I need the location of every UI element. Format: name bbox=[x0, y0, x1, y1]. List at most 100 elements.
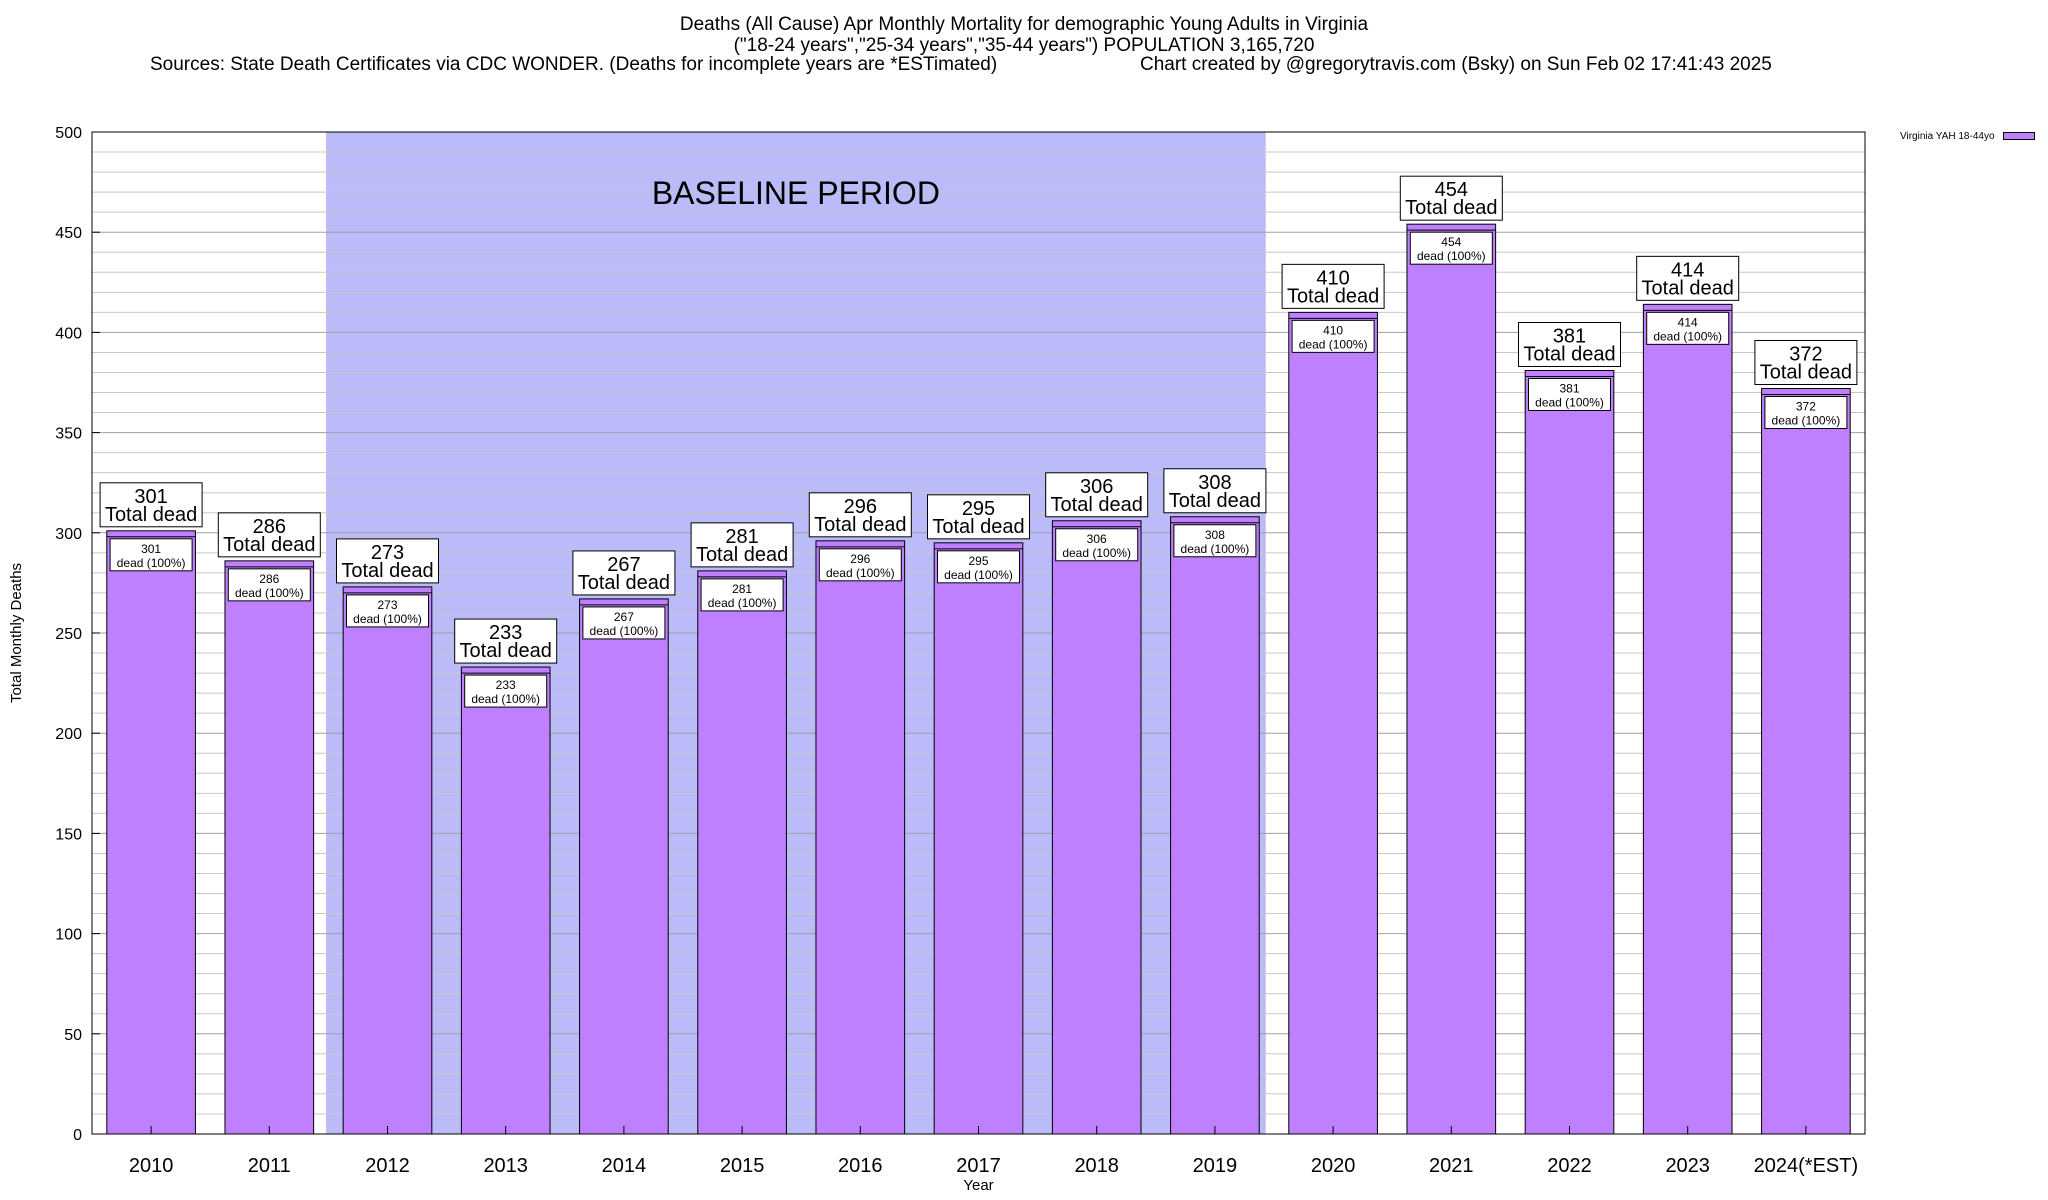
inner-label-text: dead (100%) bbox=[1062, 546, 1131, 560]
top-label-text: Total dead bbox=[696, 544, 788, 566]
y-tick-label: 500 bbox=[55, 125, 82, 142]
x-tick-label: 2021 bbox=[1429, 1155, 1474, 1177]
baseline-period-label: BASELINE PERIOD bbox=[652, 175, 940, 211]
inner-label-value: 281 bbox=[732, 582, 752, 596]
top-label-value: 286 bbox=[253, 516, 286, 538]
legend-swatch bbox=[2002, 132, 2035, 141]
top-label-box bbox=[1754, 340, 1858, 386]
inner-label-value: 273 bbox=[377, 598, 397, 612]
bar-2024(*EST) bbox=[1761, 388, 1851, 1135]
x-tick-label: 2023 bbox=[1665, 1155, 1710, 1177]
top-label-text: Total dead bbox=[1287, 285, 1379, 307]
inner-label-box bbox=[700, 578, 784, 612]
inner-label-value: 295 bbox=[968, 554, 988, 568]
x-tick-label: 2017 bbox=[956, 1155, 1001, 1177]
bar-2016 bbox=[815, 540, 906, 1135]
bar-2015 bbox=[697, 570, 787, 1135]
top-label-value: 306 bbox=[1080, 476, 1113, 498]
x-tick-label: 2024(*EST) bbox=[1754, 1155, 1859, 1177]
inner-label-value: 381 bbox=[1559, 381, 1579, 395]
inner-label-value: 267 bbox=[614, 610, 634, 624]
inner-label-text: dead (100%) bbox=[1772, 414, 1841, 428]
inner-label-value: 301 bbox=[141, 542, 161, 556]
top-label-text: Total dead bbox=[223, 534, 315, 556]
inner-label-box bbox=[1528, 377, 1611, 411]
inner-label-text: dead (100%) bbox=[353, 612, 422, 626]
x-tick-label: 2016 bbox=[838, 1155, 883, 1177]
top-label-value: 372 bbox=[1789, 344, 1822, 366]
inner-label-text: dead (100%) bbox=[944, 568, 1013, 582]
y-tick-label: 50 bbox=[64, 1027, 82, 1044]
chart-sources: Sources: State Death Certificates via CD… bbox=[150, 54, 998, 75]
plot-border bbox=[91, 131, 1866, 1135]
x-tick-label: 2010 bbox=[129, 1155, 174, 1177]
top-label-box bbox=[336, 538, 439, 584]
inner-label-box bbox=[1291, 319, 1375, 353]
inner-label-text: dead (100%) bbox=[235, 586, 304, 600]
top-label-text: Total dead bbox=[814, 514, 906, 536]
top-label-box bbox=[1045, 472, 1149, 518]
top-label-value: 295 bbox=[962, 498, 995, 520]
inner-label-value: 233 bbox=[496, 678, 516, 692]
bar-2014 bbox=[579, 598, 669, 1135]
inner-label-box bbox=[346, 594, 429, 628]
bar-2021 bbox=[1406, 223, 1497, 1135]
y-tick-label: 300 bbox=[55, 526, 82, 543]
bar-2013 bbox=[460, 666, 551, 1135]
inner-label-text: dead (100%) bbox=[708, 596, 777, 610]
inner-label-box bbox=[1173, 524, 1257, 558]
x-tick-label: 2015 bbox=[720, 1155, 765, 1177]
bar-2019 bbox=[1170, 516, 1260, 1135]
inner-label-value: 308 bbox=[1205, 528, 1225, 542]
y-tick-label: 450 bbox=[55, 225, 82, 242]
legend-label: Virginia YAH 18-44yo bbox=[1900, 131, 1995, 142]
inner-label-value: 454 bbox=[1441, 235, 1461, 249]
top-label-value: 233 bbox=[489, 622, 522, 644]
top-label-box bbox=[1399, 175, 1503, 221]
inner-label-box bbox=[1646, 311, 1730, 345]
inner-label-box bbox=[227, 568, 311, 602]
y-axis-label: Total Monthly Deaths bbox=[8, 563, 25, 703]
x-tick-label: 2011 bbox=[248, 1155, 291, 1177]
inner-label-text: dead (100%) bbox=[1181, 542, 1250, 556]
top-label-text: Total dead bbox=[1405, 197, 1497, 219]
top-label-box bbox=[99, 482, 203, 528]
y-tick-label: 200 bbox=[55, 726, 82, 743]
top-label-text: Total dead bbox=[1760, 362, 1852, 384]
x-axis-label: Year bbox=[963, 1177, 993, 1194]
top-label-box bbox=[927, 494, 1030, 540]
top-label-value: 296 bbox=[844, 496, 877, 518]
bar-2022 bbox=[1524, 369, 1615, 1135]
top-label-text: Total dead bbox=[1642, 277, 1734, 299]
inner-label-box bbox=[1764, 396, 1848, 430]
chart-title: Deaths (All Cause) Apr Monthly Mortality… bbox=[679, 14, 1369, 35]
inner-label-text: dead (100%) bbox=[1653, 329, 1722, 343]
bar-2012 bbox=[342, 586, 433, 1135]
top-label-box bbox=[1281, 263, 1385, 309]
x-tick-label: 2013 bbox=[483, 1155, 528, 1177]
inner-label-text: dead (100%) bbox=[1299, 337, 1368, 351]
chart-subtitle: ("18-24 years","25-34 years","35-44 year… bbox=[733, 35, 1315, 56]
chart-credit: Chart created by @gregorytravis.com (Bsk… bbox=[1140, 54, 1772, 75]
chart-title-block: Deaths (All Cause) Apr Monthly Mortality… bbox=[0, 14, 2048, 56]
top-label-box bbox=[1636, 255, 1740, 301]
top-label-value: 267 bbox=[607, 554, 640, 576]
bar-2010 bbox=[106, 530, 196, 1135]
top-label-box bbox=[808, 492, 912, 538]
inner-label-text: dead (100%) bbox=[471, 692, 540, 706]
inner-label-box bbox=[818, 548, 902, 582]
bar-2020 bbox=[1288, 311, 1378, 1135]
inner-label-text: dead (100%) bbox=[826, 566, 895, 580]
inner-label-value: 410 bbox=[1323, 323, 1343, 337]
top-label-text: Total dead bbox=[578, 572, 670, 594]
top-label-text: Total dead bbox=[1169, 490, 1261, 512]
top-label-value: 414 bbox=[1671, 259, 1704, 281]
top-label-value: 273 bbox=[371, 542, 404, 564]
top-label-text: Total dead bbox=[105, 504, 197, 526]
x-tick-label: 2019 bbox=[1193, 1155, 1238, 1177]
inner-label-value: 296 bbox=[850, 552, 870, 566]
inner-label-text: dead (100%) bbox=[1535, 395, 1604, 409]
x-tick-label: 2014 bbox=[602, 1155, 647, 1177]
inner-label-box bbox=[109, 538, 193, 572]
